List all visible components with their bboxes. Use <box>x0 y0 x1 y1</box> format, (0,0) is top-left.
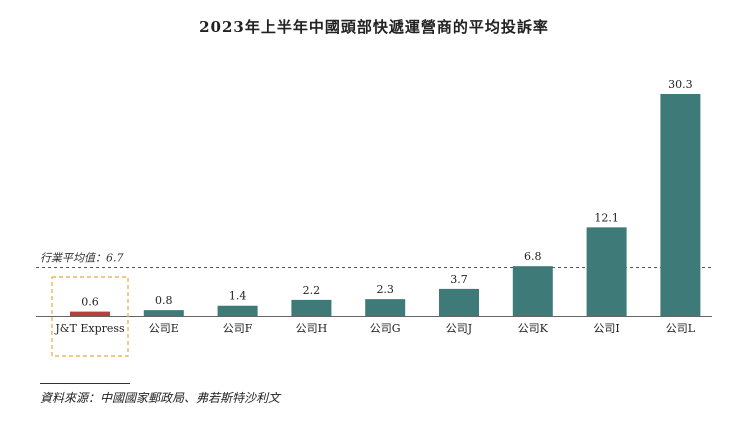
category-label-4: 公司H <box>296 322 328 335</box>
value-label-3: 1.4 <box>229 290 247 303</box>
value-label-2: 0.8 <box>155 294 173 307</box>
value-label-4: 2.2 <box>303 284 321 297</box>
value-label-7: 6.8 <box>524 250 542 263</box>
category-label-9: 公司L <box>666 322 696 335</box>
category-label-7: 公司K <box>518 322 549 335</box>
source-divider <box>40 383 130 384</box>
chart-title: 2023年上半年中國頭部快遞運營商的平均投訴率 <box>199 18 549 36</box>
value-label-6: 3.7 <box>450 273 468 286</box>
category-label-6: 公司J <box>446 322 472 335</box>
bar-2 <box>143 310 184 316</box>
bar-8 <box>586 227 627 316</box>
value-label-8: 12.1 <box>594 211 619 224</box>
bar-3 <box>217 305 258 316</box>
category-label-2: 公司E <box>149 322 179 335</box>
category-label-3: 公司F <box>223 322 253 335</box>
category-label-5: 公司G <box>370 322 401 335</box>
bar-7 <box>512 266 553 316</box>
highlight-box <box>51 276 129 357</box>
bar-1 <box>70 311 110 316</box>
bar-9 <box>660 94 701 316</box>
average-reference-label: 行業平均值：6.7 <box>40 252 124 265</box>
category-label-8: 公司I <box>593 322 619 335</box>
bar-4 <box>291 299 332 316</box>
source-note: 資料來源：中國國家郵政局、弗若斯特沙利文 <box>40 391 281 405</box>
bar-6 <box>439 288 479 316</box>
bar-5 <box>365 299 406 316</box>
value-label-1: 0.6 <box>81 296 99 309</box>
value-label-9: 30.3 <box>668 78 693 91</box>
category-label-1: J&T Express <box>54 322 125 335</box>
value-label-5: 2.3 <box>376 283 394 296</box>
